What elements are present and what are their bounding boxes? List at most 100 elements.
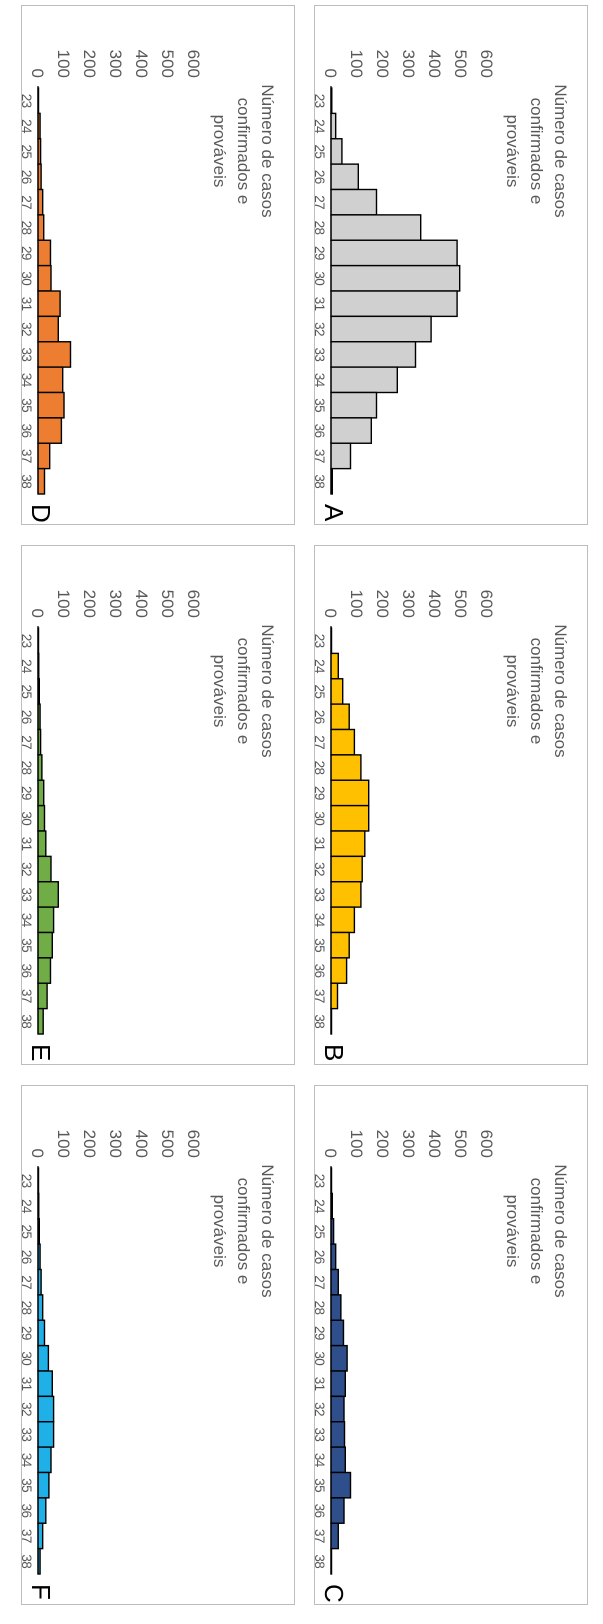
chart-a-bar [330, 138, 343, 165]
chart-f-x-tick-label: 27 [20, 1275, 34, 1289]
chart-d-bar [37, 290, 61, 318]
chart-f-x-tick-label: 25 [20, 1225, 34, 1239]
chart-c-bar [330, 1421, 346, 1448]
chart-e-bar [37, 779, 45, 807]
chart-a-x-tick-label: 38 [313, 474, 327, 488]
chart-c-bar [330, 1471, 352, 1499]
chart-a-y-tick-label: 400 [425, 50, 444, 78]
chart-f-y-axis-title: Número de casosconfirmados eprováveis [210, 1164, 277, 1297]
chart-d-y-tick-label: 100 [54, 50, 73, 78]
chart-f-bar [37, 1497, 47, 1524]
chart-a-x-tick-label: 28 [313, 221, 327, 235]
chart-f-bar [37, 1344, 50, 1372]
chart-f-x-tick-label: 33 [20, 1428, 34, 1442]
chart-a-bar [330, 214, 422, 241]
chart-d-bar [37, 214, 45, 241]
chart-d-y-axis-title: Número de casosconfirmados eprováveis [210, 84, 277, 217]
chart-f-x-tick-label: 23 [20, 1174, 34, 1188]
chart-a-x-tick-label: 35 [313, 398, 327, 412]
chart-b-bar [330, 754, 362, 781]
chart-f-x-tick-label: 29 [20, 1326, 34, 1340]
chart-f-x-tick-label: 36 [20, 1504, 34, 1518]
chart-c-x-tick-label: 26 [313, 1250, 327, 1264]
chart-b-x-tick-label: 33 [313, 888, 327, 902]
chart-d-y-tick-label: 200 [80, 50, 99, 78]
chart-b-x-tick-label: 28 [313, 761, 327, 775]
chart-a-svg: Número de casosconfirmados eprováveis 0 10… [313, 50, 570, 522]
chart-d-x-tick-label: 34 [20, 373, 34, 388]
chart-b-x-tick-label: 30 [313, 811, 327, 825]
chart-f-bar [37, 1395, 55, 1423]
chart-e-x-tick-label: 34 [20, 913, 34, 928]
chart-b-y-tick-label: 200 [373, 590, 392, 618]
chart-d-x-tick-label: 35 [20, 398, 34, 412]
chart-c-bar [330, 1344, 348, 1372]
chart-b-bar [330, 804, 370, 832]
chart-d-x-tick-label: 38 [20, 474, 34, 488]
chart-d-bar [37, 188, 44, 216]
chart-a-x-tick-label: 37 [313, 449, 327, 463]
chart-d-x-tick-label: 24 [20, 119, 34, 134]
chart-d-x-tick-label: 23 [20, 94, 34, 108]
chart-panel-c: Número de casosconfirmados eprováveis 0 10… [313, 1085, 588, 1605]
chart-b-bar [330, 703, 350, 731]
chart-a-bar [330, 341, 417, 368]
chart-c-x-tick-label: 37 [313, 1529, 327, 1543]
chart-e-bar [37, 1007, 44, 1035]
chart-a-bar [330, 315, 432, 343]
chart-c-x-tick-label: 38 [313, 1554, 327, 1568]
chart-b-bar [330, 931, 350, 959]
chart-f-x-tick-label: 26 [20, 1250, 34, 1264]
chart-d-x-tick-label: 28 [20, 221, 34, 235]
chart-f-x-tick-label: 31 [20, 1377, 34, 1391]
chart-e-panel-label: E [26, 1044, 56, 1061]
chart-d-bar [37, 239, 52, 267]
chart-f-bar [37, 1522, 44, 1550]
chart-e-x-tick-label: 30 [20, 811, 34, 825]
chart-c-panel-label: C [319, 1584, 349, 1603]
chart-d-svg: Número de casosconfirmados eprováveis 0 10… [20, 50, 277, 523]
chart-panel-e: Número de casosconfirmados eprováveis 0 10… [20, 545, 295, 1065]
chart-b-x-tick-label: 25 [313, 685, 327, 699]
chart-a-y-tick-label: 0 [321, 69, 340, 78]
chart-d-bar [37, 341, 72, 368]
chart-c-bar [330, 1522, 339, 1550]
chart-e-x-tick-label: 26 [20, 710, 34, 724]
chart-d-x-tick-label: 37 [20, 449, 34, 463]
chart-d-bar [37, 391, 65, 419]
chart-b-x-tick-label: 26 [313, 710, 327, 724]
chart-c-x-tick-label: 34 [313, 1453, 327, 1468]
chart-a-bar [330, 442, 352, 470]
chart-e-y-axis-title: Número de casosconfirmados eprováveis [210, 624, 277, 757]
chart-d-x-tick-label: 32 [20, 322, 34, 336]
chart-c-x-tick-label: 25 [313, 1225, 327, 1239]
chart-a-panel-label: A [319, 504, 349, 522]
chart-a-y-tick-label: 200 [373, 50, 392, 78]
chart-e-x-tick-label: 33 [20, 888, 34, 902]
chart-a-x-tick-label: 30 [313, 271, 327, 285]
chart-d-y-tick-label: 400 [132, 50, 151, 78]
chart-d-y-tick-label: 600 [184, 50, 203, 78]
chart-e-bar [37, 957, 52, 984]
chart-b-bar [330, 652, 339, 680]
chart-e-x-tick-label: 31 [20, 837, 34, 851]
chart-e-x-tick-label: 24 [20, 659, 34, 674]
chart-panel-a: Número de casosconfirmados eprováveis 0 10… [313, 5, 588, 525]
chart-a-x-tick-label: 24 [313, 119, 327, 134]
chart-d-bar [37, 442, 51, 470]
chart-e-x-tick-label: 32 [20, 862, 34, 876]
chart-c-y-tick-label: 200 [373, 1130, 392, 1158]
chart-panel-f: Número de casosconfirmados eprováveis 0 10… [20, 1085, 295, 1605]
chart-b-y-tick-label: 400 [425, 590, 444, 618]
chart-a-x-tick-label: 34 [313, 373, 327, 388]
chart-a-x-tick-label: 33 [313, 348, 327, 362]
chart-c-x-tick-label: 35 [313, 1478, 327, 1492]
chart-e-y-tick-label: 0 [28, 609, 47, 618]
chart-b-bar [330, 881, 362, 908]
chart-d-x-tick-label: 27 [20, 195, 34, 209]
chart-e-y-tick-label: 600 [184, 590, 203, 618]
chart-d-x-tick-label: 36 [20, 424, 34, 438]
chart-d-x-tick-label: 30 [20, 271, 34, 285]
chart-a-y-tick-label: 300 [399, 50, 418, 78]
chart-f-bar [37, 1446, 52, 1474]
